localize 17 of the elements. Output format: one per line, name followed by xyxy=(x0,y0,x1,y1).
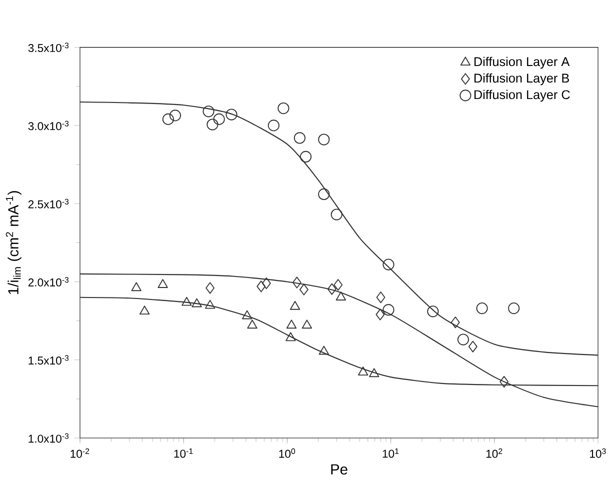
x-tick-label: 10$^{-1}$ xyxy=(174,448,193,458)
y-tick-label: 1.0x10$^{-3}$ xyxy=(28,433,69,443)
x-tick-label: 10$^{1}$ xyxy=(382,448,399,458)
x-tick-label: 10$^{-2}$ xyxy=(70,448,90,458)
x-tick-label: 10$^{3}$ xyxy=(590,448,606,458)
y-tick-label: 3.5x10$^{-3}$ xyxy=(28,42,69,52)
y-tick-label: 2.5x10$^{-3}$ xyxy=(28,198,69,208)
x-tick-label: 10$^{2}$ xyxy=(486,448,502,458)
y-axis-title: 1/i$_{lim}$ (cm$^{2}$ mA$^{-1}$) xyxy=(6,191,22,294)
x-axis-title: Pe xyxy=(331,464,348,475)
legend-label: Diffusion Layer A xyxy=(474,56,570,69)
legend-label: Diffusion Layer B xyxy=(474,73,569,86)
legend-label: Diffusion Layer C xyxy=(474,90,570,102)
y-tick-label: 1.5x10$^{-3}$ xyxy=(28,355,69,365)
x-tick-label: 10$^{0}$ xyxy=(279,448,296,458)
y-tick-label: 3.0x10$^{-3}$ xyxy=(28,120,69,130)
y-tick-label: 2.0x10$^{-3}$ xyxy=(28,277,69,286)
